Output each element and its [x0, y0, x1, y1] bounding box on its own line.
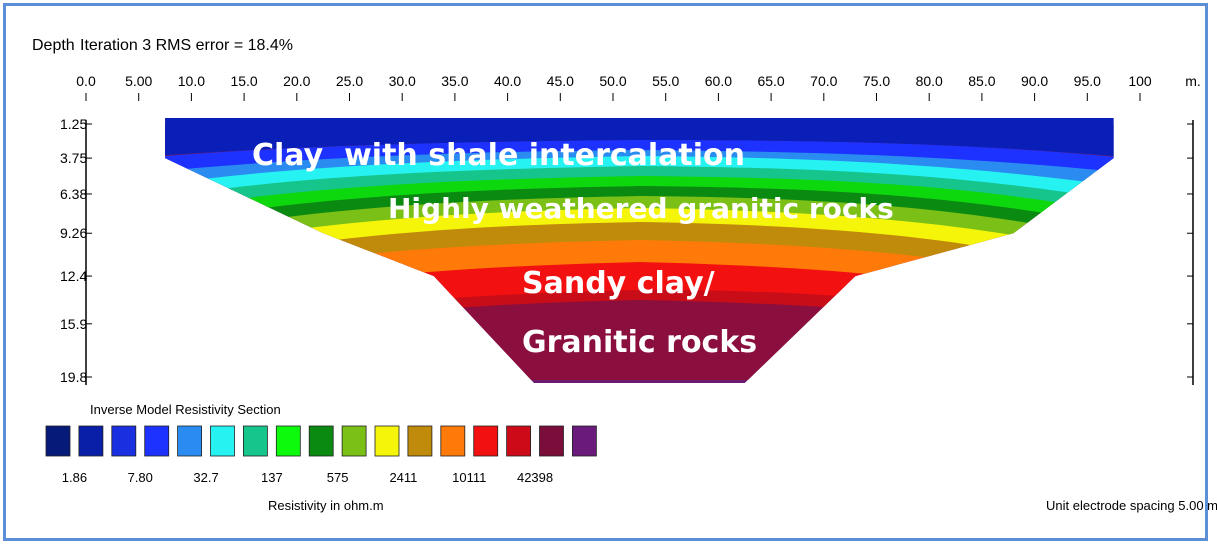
depth-tick-label: 12.4 — [60, 268, 87, 284]
x-tick-label: 40.0 — [494, 73, 521, 89]
legend-swatch — [341, 425, 367, 457]
legend-values: 1.86 7.80 32.7 137 575 2411 10111 42398 — [62, 470, 553, 485]
legend-swatch — [177, 425, 203, 457]
x-tick-label: 35.0 — [441, 73, 468, 89]
legend-swatch — [210, 425, 235, 457]
legend-value: 42398 — [517, 470, 553, 485]
legend-swatch — [242, 425, 268, 457]
legend-swatch — [374, 425, 400, 457]
legend-swatch — [111, 425, 137, 457]
chart-title: Iteration 3 RMS error = 18.4% — [80, 37, 293, 54]
x-tick-label: 95.0 — [1074, 73, 1101, 89]
layer-label-clay: Clay with shale intercalation — [252, 138, 745, 173]
x-tick-label: 45.0 — [547, 73, 574, 89]
legend-value: 575 — [327, 470, 349, 485]
x-tick-label: 15.0 — [230, 73, 257, 89]
depth-tick-label: 1.25 — [60, 116, 87, 132]
depth-axis-title: Depth — [32, 37, 75, 54]
legend-title: Inverse Model Resistivity Section — [90, 402, 281, 417]
x-axis-unit: m. — [1185, 73, 1201, 89]
x-tick-label: 30.0 — [389, 73, 416, 89]
legend-value: 2411 — [389, 470, 417, 485]
x-tick-label: 10.0 — [178, 73, 205, 89]
legend-swatch — [572, 425, 597, 457]
x-tick-label: 55.0 — [652, 73, 679, 89]
x-tick-label: 90.0 — [1021, 73, 1048, 89]
band-blue — [165, 140, 1114, 175]
legend-swatch — [275, 425, 301, 457]
layer-label-granitic: Granitic rocks — [522, 325, 757, 360]
legend-swatch — [407, 425, 433, 457]
x-tick-label: 100 — [1128, 73, 1152, 89]
depth-tick-label: 6.38 — [60, 186, 87, 202]
x-tick-label: 60.0 — [705, 73, 732, 89]
band-deep-blue — [165, 118, 1114, 160]
legend-swatch — [473, 425, 499, 457]
legend-value: 10111 — [452, 470, 486, 485]
depth-tick-label: 9.26 — [60, 225, 87, 241]
x-tick-label: 20.0 — [283, 73, 310, 89]
x-tick-label: 65.0 — [757, 73, 784, 89]
legend-value: 32.7 — [193, 470, 218, 485]
depth-tick-label: 19.8 — [60, 369, 87, 385]
x-tick-label: 50.0 — [599, 73, 626, 89]
band-light-blue — [165, 146, 1114, 190]
legend-swatch — [45, 425, 71, 457]
depth-tick-label: 15.9 — [60, 316, 87, 332]
depth-tick-label: 3.75 — [60, 150, 87, 166]
layer-label-sandy-clay: Sandy clay/ — [522, 266, 715, 301]
x-tick-label: 80.0 — [916, 73, 943, 89]
legend-swatches — [45, 425, 597, 457]
legend-swatch — [539, 425, 564, 457]
layer-label-weathered: Highly weathered granitic rocks — [388, 192, 894, 225]
depth-axis-ticks: 1.25 3.75 6.38 9.26 12.4 15.9 19.8 — [60, 116, 1193, 385]
legend-swatch — [308, 425, 334, 457]
x-axis-ticks: 0.0 5.00 10.0 15.0 20.0 25.0 30.0 35.0 40.0 45.0 5… — [76, 73, 1201, 101]
legend-value: 7.80 — [128, 470, 153, 485]
x-tick-label: 70.0 — [810, 73, 837, 89]
legend-swatch — [506, 425, 532, 457]
legend-swatch — [440, 425, 466, 457]
x-tick-label: 75.0 — [863, 73, 890, 89]
x-tick-label: 25.0 — [336, 73, 363, 89]
legend-swatch — [78, 425, 104, 457]
footnote: Unit electrode spacing 5.00 m. — [1046, 498, 1217, 513]
legend-unit-label: Resistivity in ohm.m — [268, 498, 384, 513]
x-tick-label: 0.0 — [76, 73, 96, 89]
legend-value: 1.86 — [62, 470, 87, 485]
x-tick-label: 85.0 — [968, 73, 995, 89]
legend-value: 137 — [261, 470, 283, 485]
x-tick-label: 5.00 — [125, 73, 152, 89]
band-cyan — [165, 152, 1114, 205]
legend-swatch — [144, 425, 170, 457]
